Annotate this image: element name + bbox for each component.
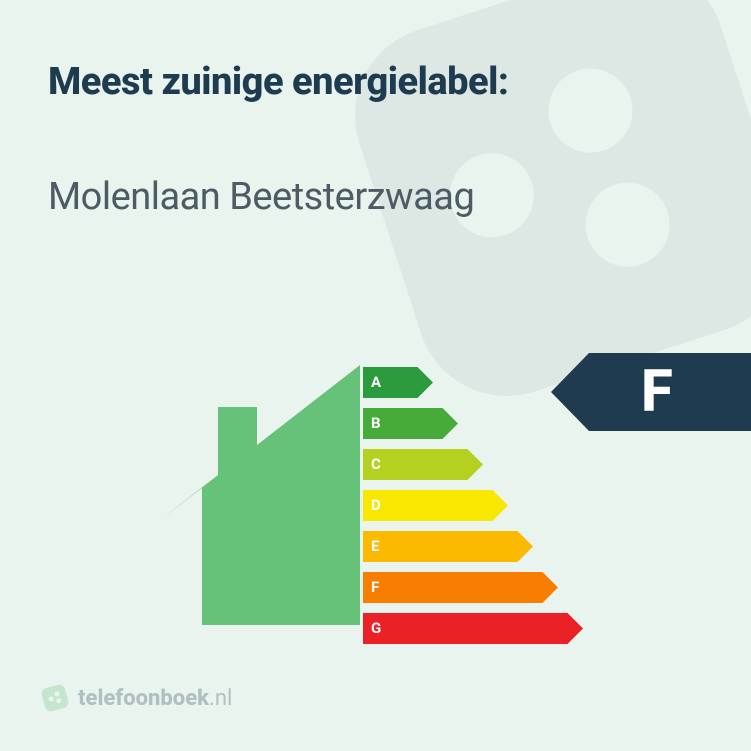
- energy-bar-c: C: [363, 449, 663, 487]
- energy-bar-label: A: [371, 367, 381, 398]
- energy-label-chart: ABCDEFG: [160, 355, 590, 635]
- energy-bar-e: E: [363, 531, 663, 569]
- energy-bar-g: G: [363, 613, 663, 651]
- energy-bar-label: F: [371, 572, 379, 603]
- footer-logo-icon: [40, 683, 70, 713]
- energy-bar-label: B: [371, 408, 381, 439]
- footer-text: telefoonboek.nl: [78, 686, 232, 711]
- energy-bar-label: C: [371, 449, 381, 480]
- energy-bar-label: E: [371, 531, 379, 562]
- page-title: Meest zuinige energielabel:: [48, 60, 508, 104]
- energy-bar-d: D: [363, 490, 663, 528]
- energy-bar-label: D: [371, 490, 381, 521]
- energy-bar-f: F: [363, 572, 663, 610]
- footer-brand-name: telefoonboek: [78, 686, 209, 711]
- page-subtitle: Molenlaan Beetsterzwaag: [48, 175, 474, 219]
- house-icon: [160, 365, 360, 625]
- selected-label-badge: F: [551, 353, 751, 431]
- selected-label-text: F: [591, 353, 751, 431]
- footer-brand-tld: .nl: [209, 686, 232, 711]
- footer-brand: telefoonboek.nl: [40, 683, 232, 713]
- energy-bar-label: G: [371, 613, 381, 644]
